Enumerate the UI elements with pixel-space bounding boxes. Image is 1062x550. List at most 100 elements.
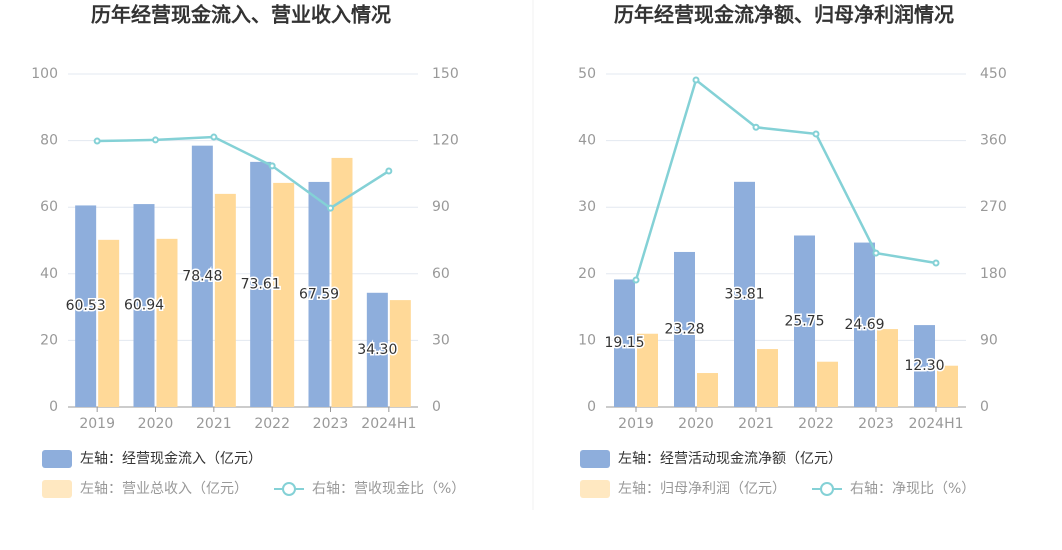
- y-tick-label: 20: [40, 332, 58, 348]
- y-tick-label: 80: [40, 133, 58, 149]
- bar: [308, 181, 330, 407]
- y-tick-label: 10: [578, 332, 596, 348]
- data-label: 73.61: [241, 276, 281, 292]
- line-point: [812, 130, 820, 138]
- bar: [389, 300, 411, 407]
- y-tick-label: 20: [578, 266, 596, 282]
- x-tick-label: 2023: [858, 416, 894, 432]
- data-label: 12.30: [904, 358, 944, 374]
- legend-label: 左轴：经营现金流入（亿元）: [80, 451, 262, 467]
- y-tick-label: 0: [587, 399, 596, 415]
- bar: [637, 333, 658, 407]
- legend-swatch: [42, 480, 72, 498]
- data-label: 34.30: [357, 342, 397, 358]
- line-point: [93, 137, 101, 145]
- data-label: 19.15: [604, 335, 644, 351]
- y2-tick-label: 60: [432, 266, 450, 282]
- data-label: 60.53: [66, 298, 106, 314]
- bar: [98, 239, 120, 407]
- y2-tick-label: 270: [980, 199, 1007, 215]
- x-tick-label: 2021: [196, 416, 232, 432]
- bar: [757, 349, 778, 407]
- bar: [75, 205, 97, 407]
- chart-title: 历年经营现金流净额、归母净利润情况: [614, 3, 954, 27]
- legend-label: 左轴：归母净利润（亿元）: [618, 480, 786, 497]
- bar: [250, 161, 272, 407]
- bar: [674, 251, 695, 407]
- x-tick-label: 2022: [798, 416, 834, 432]
- x-tick-label: 2022: [254, 416, 290, 432]
- line-point: [268, 162, 276, 170]
- y2-tick-label: 0: [432, 399, 441, 415]
- line-point: [385, 167, 393, 175]
- x-tick-label: 2020: [678, 416, 714, 432]
- y-tick-label: 0: [49, 399, 58, 415]
- y2-tick-label: 0: [980, 399, 989, 415]
- y2-tick-label: 90: [432, 199, 450, 215]
- x-tick-label: 2019: [79, 416, 115, 432]
- y2-tick-label: 30: [432, 332, 450, 348]
- bar: [214, 193, 236, 407]
- x-tick-label: 2024H1: [361, 416, 416, 432]
- line-point: [752, 123, 760, 131]
- x-tick-label: 2020: [138, 416, 174, 432]
- y2-tick-label: 90: [980, 332, 998, 348]
- chart-title: 历年经营现金流入、营业收入情况: [91, 3, 391, 27]
- bar: [794, 235, 815, 407]
- legend-label: 左轴：经营活动现金流净额（亿元）: [618, 451, 842, 467]
- x-tick-label: 2021: [738, 416, 774, 432]
- legend-label: 右轴：营收现金比（%）: [312, 481, 465, 497]
- bar: [191, 145, 213, 407]
- x-tick-label: 2023: [313, 416, 349, 432]
- y-tick-label: 40: [40, 266, 58, 282]
- data-label: 24.69: [844, 317, 884, 333]
- line-point: [692, 76, 700, 84]
- y2-tick-label: 180: [980, 266, 1007, 282]
- line: [97, 135, 390, 210]
- x-tick-label: 2024H1: [908, 416, 963, 432]
- y-tick-label: 60: [40, 199, 58, 215]
- line-point: [152, 136, 159, 144]
- bar: [937, 365, 958, 407]
- legend-marker: [282, 482, 296, 496]
- bar: [697, 373, 718, 407]
- line: [634, 77, 937, 281]
- y-tick-label: 100: [31, 66, 58, 82]
- data-label: 25.75: [784, 313, 824, 329]
- legend-swatch: [580, 480, 610, 498]
- data-label: 78.48: [182, 268, 222, 284]
- y2-tick-label: 360: [980, 133, 1007, 149]
- line-point: [932, 259, 940, 267]
- line-point: [210, 133, 218, 141]
- bar: [734, 181, 755, 407]
- bar: [614, 279, 635, 407]
- bar: [273, 182, 295, 407]
- bar: [877, 329, 898, 407]
- y-tick-label: 40: [578, 133, 596, 149]
- data-label: 33.81: [724, 286, 764, 302]
- legend-swatch: [580, 450, 610, 468]
- legend-label: 右轴：净现比（%）: [850, 481, 975, 497]
- line-point: [872, 249, 880, 257]
- line-point: [327, 204, 334, 212]
- y2-tick-label: 450: [980, 66, 1007, 82]
- bar: [854, 242, 875, 407]
- bar: [156, 238, 178, 407]
- bar: [331, 157, 353, 407]
- bar: [133, 204, 155, 407]
- line-point: [632, 276, 640, 284]
- data-label: 23.28: [664, 321, 704, 337]
- bar: [914, 325, 935, 407]
- bar: [817, 361, 838, 407]
- bar: [366, 292, 388, 407]
- y-tick-label: 30: [578, 199, 596, 215]
- legend-label: 左轴：营业总收入（亿元）: [80, 481, 248, 497]
- data-label: 60.94: [124, 298, 164, 314]
- legend-marker: [820, 482, 834, 496]
- data-label: 67.59: [299, 286, 339, 302]
- x-tick-label: 2019: [618, 416, 654, 432]
- y-tick-label: 50: [578, 66, 596, 82]
- y2-tick-label: 150: [432, 66, 459, 82]
- y2-tick-label: 120: [432, 133, 459, 149]
